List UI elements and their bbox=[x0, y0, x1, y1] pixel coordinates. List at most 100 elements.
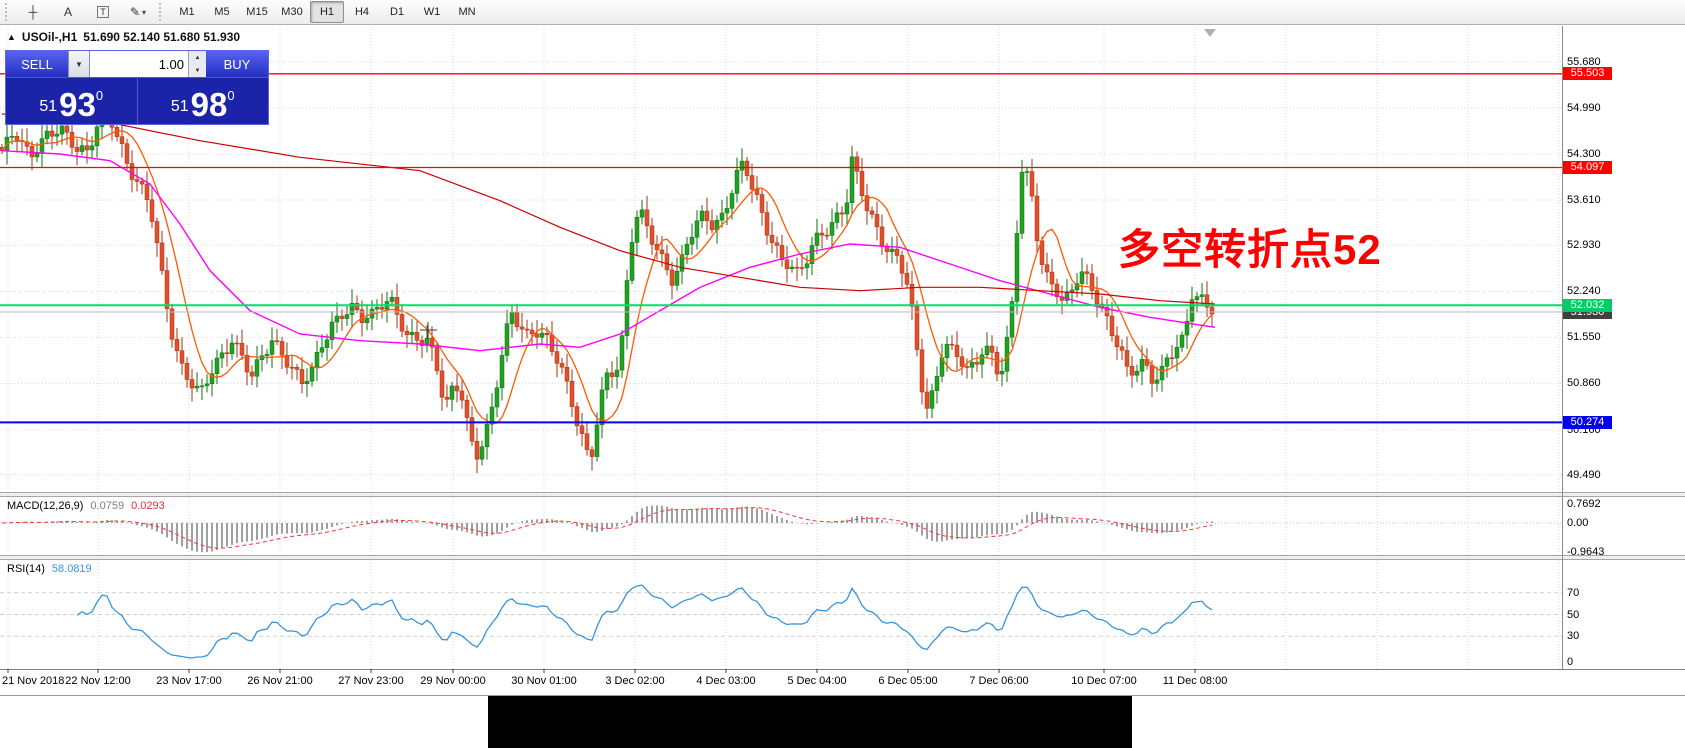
candles-group bbox=[0, 94, 1215, 474]
toolbar-grip bbox=[159, 3, 166, 21]
time-axis-label: 5 Dec 04:00 bbox=[787, 675, 847, 687]
macd-indicator-label: MACD(12,26,9) 0.0759 0.0293 bbox=[7, 500, 165, 512]
sell-button[interactable]: SELL bbox=[6, 51, 68, 77]
timeframe-toolbar: M1 M5 M15 M30 H1 H4 D1 W1 MN bbox=[170, 1, 484, 23]
time-axis-label: 3 Dec 02:00 bbox=[605, 675, 665, 687]
rsi-tick-label: 30 bbox=[1567, 630, 1580, 643]
taskbar-strip bbox=[488, 696, 1132, 748]
drawing-tools-icon: ✎ bbox=[129, 5, 141, 19]
chart-shift-marker bbox=[1204, 29, 1216, 37]
buy-price-sup: 0 bbox=[227, 88, 235, 103]
time-axis-label: 7 Dec 06:00 bbox=[969, 675, 1029, 687]
price-tick-label: 52.240 bbox=[1567, 285, 1601, 298]
time-axis-label: 4 Dec 03:00 bbox=[696, 675, 756, 687]
ma-magenta-line bbox=[1, 149, 1216, 352]
time-axis-label: 29 Nov 00:00 bbox=[420, 675, 486, 687]
macd-signal-line bbox=[1, 507, 1213, 549]
sell-price-head: 51 bbox=[39, 98, 58, 115]
chevron-down-icon: ▼ bbox=[75, 59, 83, 69]
rsi-indicator-label: RSI(14) 58.0819 bbox=[7, 563, 92, 575]
rsi-value: 58.0819 bbox=[51, 563, 92, 575]
buy-button[interactable]: BUY bbox=[206, 51, 268, 77]
macd-histogram bbox=[6, 505, 1213, 553]
time-axis-label: 23 Nov 17:00 bbox=[156, 675, 222, 687]
price-line-badge: 55.503 bbox=[1563, 67, 1612, 81]
macd-tick-label: -0.9643 bbox=[1567, 546, 1605, 559]
drawing-tools-button[interactable]: ✎ ▾ bbox=[121, 1, 155, 23]
timeframe-button-mn[interactable]: MN bbox=[458, 6, 476, 18]
buy-price-big: 98 bbox=[190, 85, 228, 123]
rsi-tick-label: 0 bbox=[1567, 656, 1574, 668]
trade-panel-toggle-icon[interactable]: ▲ bbox=[7, 32, 16, 42]
rsi-tick-label: 70 bbox=[1567, 586, 1580, 599]
one-click-trade-panel: SELL ▼ ▲ ▼ BUY 51 93 0 bbox=[5, 50, 269, 125]
text-annotation-button[interactable]: A bbox=[51, 1, 85, 23]
price-tick-label: 53.610 bbox=[1567, 194, 1601, 206]
timeframe-button-m15[interactable]: M15 bbox=[246, 6, 268, 18]
time-axis-label: 30 Nov 01:00 bbox=[511, 675, 577, 687]
price-line-badge: 54.097 bbox=[1563, 161, 1612, 175]
rsi-name: RSI(14) bbox=[7, 563, 45, 575]
price-line-badge: 52.032 bbox=[1563, 298, 1612, 312]
volume-dropdown-button[interactable]: ▼ bbox=[68, 51, 90, 77]
timeframe-button-m30[interactable]: M30 bbox=[281, 6, 303, 18]
timeframe-button-h1[interactable]: H1 bbox=[310, 1, 344, 23]
time-axis-label: 10 Dec 07:00 bbox=[1071, 675, 1137, 687]
time-axis-label: 26 Nov 21:00 bbox=[247, 675, 313, 687]
text-label-icon: T bbox=[97, 6, 109, 18]
text-annotation-icon: A bbox=[63, 5, 72, 19]
macd-main-value: 0.0759 bbox=[90, 500, 125, 512]
macd-tick-label: 0.7692 bbox=[1567, 498, 1601, 510]
drawing-toolbar: ┼ A T ✎ ▾ bbox=[16, 1, 155, 23]
volume-input[interactable] bbox=[90, 56, 188, 72]
sell-price-sup: 0 bbox=[95, 88, 104, 103]
cursor-crosshair-button[interactable]: ┼ bbox=[16, 1, 50, 23]
text-label-button[interactable]: T bbox=[86, 1, 120, 23]
timeframe-button-d1[interactable]: D1 bbox=[389, 6, 405, 18]
chart-header: ▲ USOil-,H1 51.690 52.140 51.680 51.930 bbox=[7, 30, 240, 44]
level-lines-group bbox=[0, 73, 1562, 424]
rsi-line bbox=[76, 584, 1213, 659]
time-axis-label: 11 Dec 08:00 bbox=[1162, 675, 1228, 687]
volume-increase-button[interactable]: ▲ bbox=[194, 54, 201, 61]
chart-ohlc-values: 51.690 52.140 51.680 51.930 bbox=[83, 30, 241, 44]
price-line-badge: 50.274 bbox=[1563, 415, 1612, 429]
rsi-tick-label: 50 bbox=[1567, 608, 1580, 621]
timeframe-button-m1[interactable]: M1 bbox=[179, 6, 195, 18]
time-axis-label: 27 Nov 23:00 bbox=[338, 675, 404, 687]
price-tick-label: 51.550 bbox=[1567, 331, 1601, 344]
chevron-down-icon: ▾ bbox=[142, 7, 147, 17]
chart-symbol-period: USOil-,H1 bbox=[21, 30, 78, 44]
buy-price[interactable]: 51 98 0 bbox=[138, 78, 269, 124]
timeframe-button-w1[interactable]: W1 bbox=[423, 6, 441, 18]
macd-name: MACD(12,26,9) bbox=[7, 500, 84, 512]
time-axis-label: 6 Dec 05:00 bbox=[878, 675, 938, 687]
price-tick-label: 49.490 bbox=[1567, 468, 1601, 481]
price-tick-label: 54.300 bbox=[1567, 148, 1601, 160]
crosshair-cursor bbox=[420, 322, 437, 339]
price-tick-label: 52.930 bbox=[1567, 239, 1601, 252]
macd-tick-label: 0.00 bbox=[1567, 516, 1589, 529]
buy-price-head: 51 bbox=[170, 98, 189, 115]
sell-price[interactable]: 51 93 0 bbox=[6, 78, 138, 124]
volume-decrease-button[interactable]: ▼ bbox=[194, 67, 201, 74]
volume-stepper: ▲ ▼ bbox=[188, 51, 206, 77]
time-axis-label: 21 Nov 2018 bbox=[2, 675, 65, 687]
time-axis-label: 22 Nov 12:00 bbox=[65, 675, 131, 687]
price-tick-label: 54.990 bbox=[1567, 102, 1601, 114]
timeframe-button-m5[interactable]: M5 bbox=[214, 6, 230, 18]
cursor-crosshair-icon: ┼ bbox=[28, 5, 38, 19]
ma-fast-line bbox=[1, 130, 1213, 425]
toolbar: ┼ A T ✎ ▾ M1 M5 M15 M30 H1 H4 D1 W1 MN bbox=[0, 0, 1685, 25]
sell-price-big: 93 bbox=[59, 85, 96, 123]
ma-slow-line bbox=[1, 113, 1216, 305]
toolbar-grip bbox=[5, 3, 12, 21]
macd-signal-value: 0.0293 bbox=[131, 500, 165, 512]
price-tick-label: 50.860 bbox=[1567, 377, 1601, 390]
price-tick-label: 55.680 bbox=[1567, 56, 1601, 68]
timeframe-button-h4[interactable]: H4 bbox=[354, 6, 370, 18]
chart-text-annotation[interactable]: 多空转折点52 bbox=[1118, 226, 1382, 273]
axis-ticks-group bbox=[7, 669, 1196, 673]
